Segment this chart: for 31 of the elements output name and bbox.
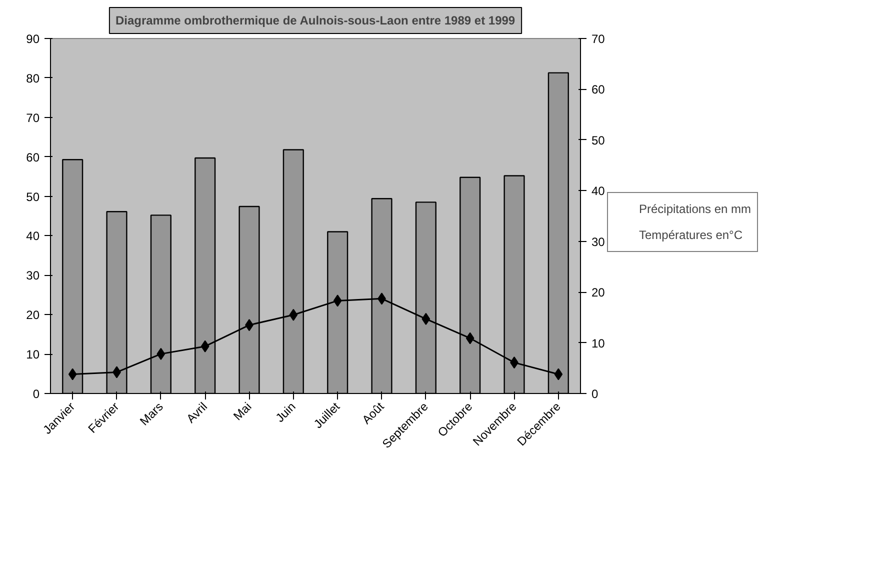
point [422,312,430,325]
point [333,294,342,307]
y-tick-label: 90 [26,32,40,46]
y2-tick-label: 10 [592,336,606,350]
x-tick-label: Mai [230,400,254,424]
chart-title: Diagramme ombrothermique de Aulnois-sous-Laon entre 1989 et 1999 [115,14,516,28]
y2-tick-label: 30 [592,234,606,249]
y2-tick-label: 20 [592,286,606,300]
y-tick-label: 60 [26,150,40,164]
y2-tick-label: 70 [592,32,606,46]
y2-tick-label: 40 [592,184,606,198]
y-tick-label: 40 [26,229,40,244]
point [200,340,210,352]
y2-tick-label: 50 [592,133,606,148]
point [554,368,563,380]
text: Précipitations en mm [639,202,752,216]
y-tick-label: 10 [26,348,40,362]
y-tick-label: 70 [26,110,40,125]
point [68,368,77,380]
x-tick-label: Juin [272,400,298,426]
point [466,332,474,344]
point [156,348,166,360]
y-tick-label: 50 [26,190,40,204]
y-tick-label: 20 [26,308,40,322]
point [289,308,298,321]
text: Températures en°C [639,228,743,242]
y-tick-label: 30 [26,268,40,283]
y2-tick-label: 60 [592,82,606,97]
y-tick-label: 0 [32,387,40,401]
y2-tick-label: 0 [592,387,598,401]
y-tick-label: 80 [26,71,40,86]
